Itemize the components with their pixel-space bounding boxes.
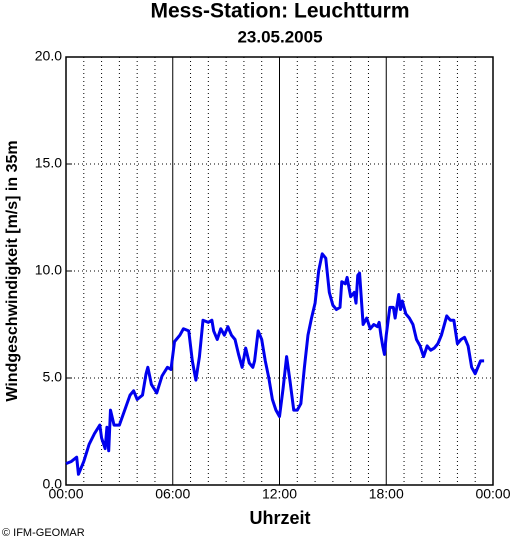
x-tick-label: 00:00 xyxy=(48,486,83,502)
x-tick-label: 12:00 xyxy=(262,486,297,502)
x-tick-label: 00:00 xyxy=(475,486,510,502)
x-axis-label: Uhrzeit xyxy=(249,508,310,528)
x-tick-label: 06:00 xyxy=(155,486,190,502)
x-tick-label: 18:00 xyxy=(369,486,404,502)
plot-frame xyxy=(65,56,494,486)
y-tick-label: 0.0 xyxy=(43,476,63,492)
chart-subtitle: 23.05.2005 xyxy=(237,27,322,46)
credit: © IFM-GEOMAR xyxy=(2,527,85,539)
y-tick-label: 20.0 xyxy=(35,48,62,64)
chart-title: Mess-Station: Leuchtturm xyxy=(150,0,409,23)
y-tick-label: 5.0 xyxy=(43,369,63,385)
y-tick-label: 15.0 xyxy=(35,155,62,171)
y-tick-label: 10.0 xyxy=(35,262,62,278)
y-axis-label: Windgeschwindigkeit [m/s] in 35m xyxy=(4,140,21,401)
data-line xyxy=(65,252,485,476)
